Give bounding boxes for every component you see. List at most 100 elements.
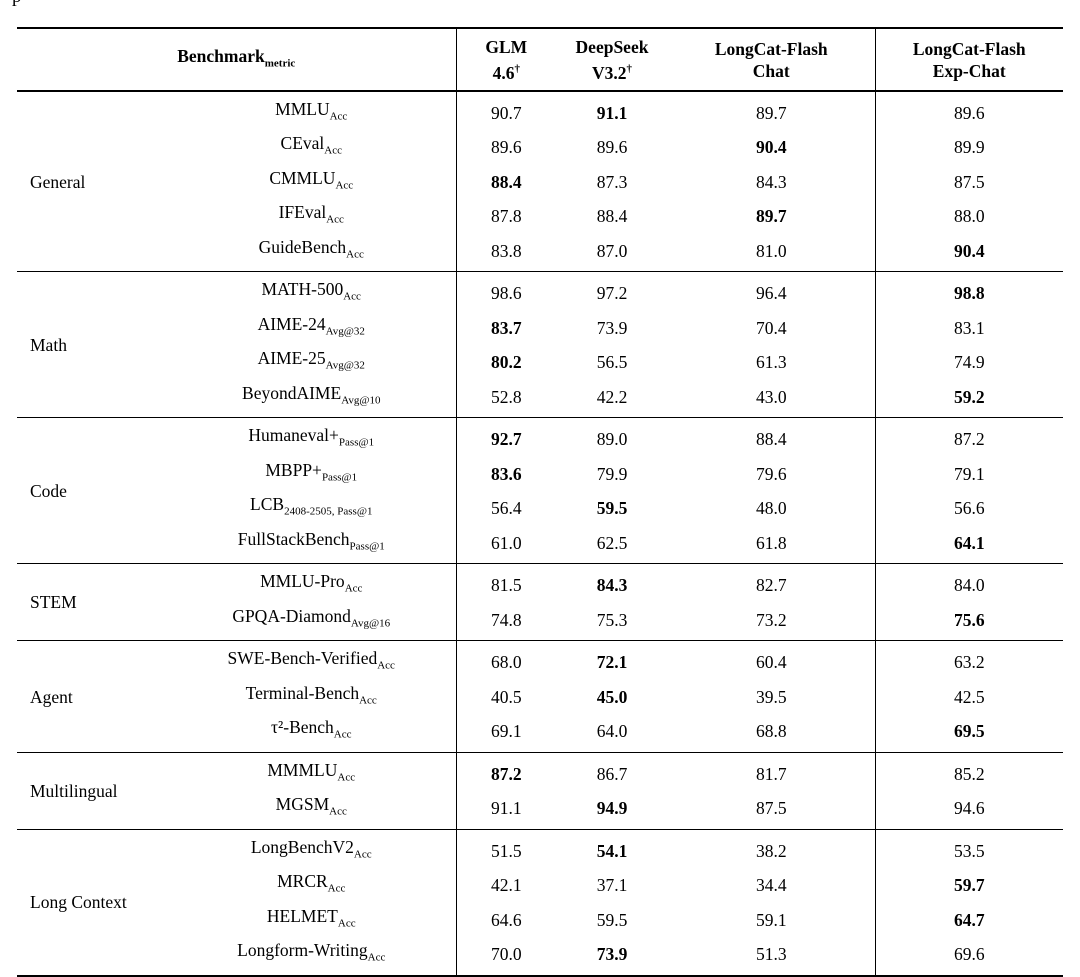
benchmark-metric-sub: Acc xyxy=(329,805,347,818)
benchmark-name: AIME-24 xyxy=(257,313,326,334)
category-group: STEM MMLU-ProAcc 81.5 84.3 82.7 84.0 GPQA-Diam… xyxy=(17,563,1063,641)
benchmark-name: MBPP+ xyxy=(265,459,322,480)
metric-value: 89.7 xyxy=(755,102,787,123)
table-row: STEM MMLU-ProAcc 81.5 84.3 82.7 84.0 xyxy=(17,563,1063,612)
metric-value: 68.0 xyxy=(455,640,556,680)
metric-value: 81.0 xyxy=(755,240,787,261)
benchmark-name-cell: IFEvalAcc xyxy=(167,199,456,234)
table-row: AIME-25Avg@32 80.2 56.5 61.3 74.9 xyxy=(17,344,1063,380)
metric-value: 89.6 xyxy=(455,129,556,165)
benchmark-column-header: Benchmarkmetric xyxy=(17,28,456,91)
table-row: General MMLUAcc 90.7 91.1 89.7 89.6 xyxy=(17,90,1063,192)
metric-value: 56.6 xyxy=(874,490,1063,526)
metric-value: 79.1 xyxy=(874,456,1063,491)
metric-value: 45.0 xyxy=(596,686,628,707)
metric-value: 92.7 xyxy=(455,417,556,457)
metric-value: 87.5 xyxy=(874,164,1063,199)
benchmark-name-cell: MMLUAcc xyxy=(167,91,456,130)
benchmark-name: MRCR xyxy=(277,871,328,892)
benchmark-name-cell: GuideBenchAcc xyxy=(167,233,456,272)
metric-value: 74.9 xyxy=(874,344,1063,380)
benchmark-metric-sub: Acc xyxy=(343,290,361,303)
table-row: IFEvalAcc 87.8 88.4 89.7 88.0 xyxy=(17,198,1063,234)
metric-value: 83.1 xyxy=(874,310,1063,345)
metric-value: 73.2 xyxy=(755,609,787,630)
benchmark-name: SWE-Bench-Verified xyxy=(227,648,378,669)
benchmark-metric-sub: Acc xyxy=(353,848,372,861)
metric-value: 69.1 xyxy=(455,713,556,753)
metric-value: 87.8 xyxy=(455,198,556,234)
benchmark-metric-sub: Acc xyxy=(333,728,352,741)
benchmark-metric-sub: Acc xyxy=(337,771,356,784)
metric-value: 56.4 xyxy=(455,490,556,526)
table-row: MGSMAcc 91.1 94.9 87.5 94.6 xyxy=(17,790,1063,830)
category-group: Long Context LongBenchV2Acc 51.5 54.1 38.2 53… xyxy=(17,829,1063,976)
metric-value: 59.5 xyxy=(596,909,628,930)
metric-value: 86.7 xyxy=(596,763,628,784)
category-label: Multilingual xyxy=(30,780,118,801)
metric-value: 70.4 xyxy=(755,317,787,338)
metric-value: 84.3 xyxy=(596,575,628,596)
benchmark-name-cell: BeyondAIMEAvg@10 xyxy=(167,379,456,418)
benchmark-metric-sub: Avg@32 xyxy=(325,359,365,372)
table-row: CEvalAcc 89.6 89.6 90.4 89.9 xyxy=(17,129,1063,165)
metric-value: 79.6 xyxy=(755,463,787,484)
column-header-model: GLM 4.6† xyxy=(455,28,556,91)
metric-value: 84.3 xyxy=(755,171,787,192)
metric-value: 59.5 xyxy=(596,498,628,519)
metric-value: 61.8 xyxy=(755,532,787,553)
metric-value: 98.6 xyxy=(455,271,556,311)
metric-value: 83.8 xyxy=(455,233,556,272)
table-row: HELMETAcc 64.6 59.5 59.1 64.7 xyxy=(17,902,1063,937)
metric-value: 87.2 xyxy=(455,752,556,791)
model-name-line1: DeepSeek xyxy=(575,37,649,57)
benchmark-name: LCB xyxy=(250,494,285,515)
table-header: Benchmarkmetric GLM 4.6† DeepSeek V3.2† Long… xyxy=(17,28,1063,91)
metric-value: 84.0 xyxy=(874,563,1063,603)
metric-value: 69.6 xyxy=(874,936,1063,976)
metric-value: 63.2 xyxy=(874,640,1063,680)
benchmark-metric-sub: Acc xyxy=(326,213,344,226)
metric-value: 89.6 xyxy=(874,90,1063,130)
metric-value: 87.0 xyxy=(596,240,628,261)
metric-value: 73.9 xyxy=(596,944,628,965)
benchmark-name-cell: CEvalAcc xyxy=(167,130,456,165)
benchmark-metric-sub: Acc xyxy=(359,694,377,707)
table-row: LCB2408-2505, Pass@1 56.4 59.5 48.0 56.6 xyxy=(17,490,1063,526)
metric-value: 61.0 xyxy=(455,525,556,564)
metric-value: 42.2 xyxy=(596,386,628,407)
benchmark-metric-sub: Avg@32 xyxy=(325,325,365,338)
benchmark-name: FullStackBench xyxy=(237,528,350,549)
metric-value: 88.0 xyxy=(874,198,1063,234)
metric-value: 80.2 xyxy=(455,344,556,380)
benchmark-metric-sub: Acc xyxy=(324,144,342,157)
column-header-model: LongCat-Flash Exp-Chat xyxy=(874,28,1063,91)
metric-value: 90.4 xyxy=(755,137,787,158)
benchmark-name: LongBenchV2 xyxy=(250,836,354,857)
metric-value: 64.7 xyxy=(874,902,1063,937)
metric-value: 96.4 xyxy=(755,283,787,304)
metric-value: 51.3 xyxy=(755,944,787,965)
benchmark-name-cell: MATH-500Acc xyxy=(167,272,456,311)
metric-value: 87.5 xyxy=(755,798,787,819)
benchmark-name-cell: FullStackBenchPass@1 xyxy=(167,525,456,564)
category-label: Agent xyxy=(30,686,73,707)
metric-value: 43.0 xyxy=(755,386,787,407)
metric-value: 81.5 xyxy=(455,563,556,603)
cropped-caption-fragment: p xyxy=(12,0,22,8)
metric-value: 87.2 xyxy=(874,417,1063,457)
metric-value: 91.1 xyxy=(455,790,556,830)
benchmark-name: τ²-Bench xyxy=(270,717,334,738)
benchmark-name-cell: MMMLUAcc xyxy=(167,752,456,791)
metric-value: 68.8 xyxy=(755,721,787,742)
metric-value: 37.1 xyxy=(596,875,628,896)
table-row: GPQA-DiamondAvg@16 74.8 75.3 73.2 75.6 xyxy=(17,602,1063,641)
metric-value: 81.7 xyxy=(755,763,787,784)
table-row: Math MATH-500Acc 98.6 97.2 96.4 98.8 xyxy=(17,271,1063,355)
benchmark-metric-sub: Avg@16 xyxy=(350,617,391,630)
benchmark-metric-sub: Pass@1 xyxy=(321,471,358,484)
category-label: Math xyxy=(30,334,67,355)
metric-value: 83.7 xyxy=(455,310,556,345)
benchmark-name-cell: MRCRAcc xyxy=(167,868,456,903)
metric-value: 85.2 xyxy=(874,752,1063,791)
